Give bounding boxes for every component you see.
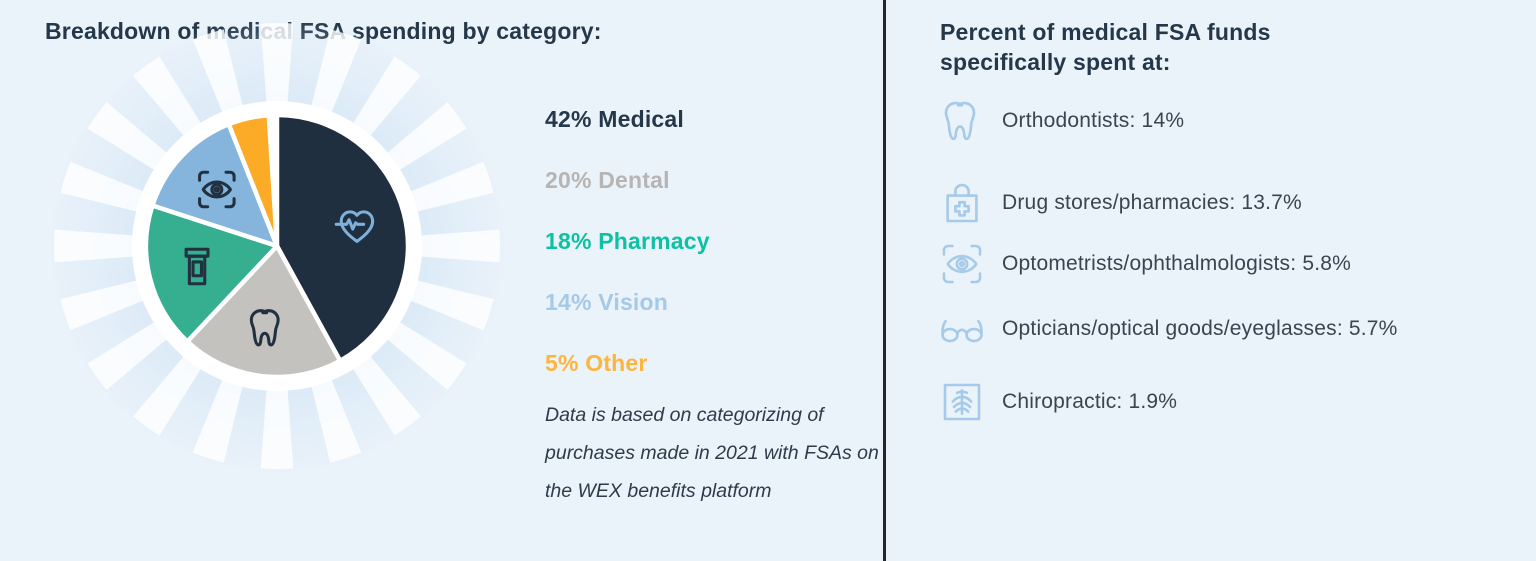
eye-scan-icon: [938, 240, 986, 288]
spent-row-label: Optometrists/ophthalmologists: 5.8%: [1002, 252, 1351, 275]
legend-item-other: 5% Other: [545, 350, 648, 376]
spent-row-label: Opticians/optical goods/eyeglasses: 5.7%: [1002, 317, 1398, 340]
right-title-line1: Percent of medical FSA funds: [940, 19, 1271, 45]
spent-row: Orthodontists: 14%: [938, 97, 1184, 145]
spent-row-label: Orthodontists: 14%: [1002, 109, 1185, 132]
spent-row: Opticians/optical goods/eyeglasses: 5.7%: [938, 305, 1398, 353]
spent-row: Drug stores/pharmacies: 13.7%: [938, 179, 1302, 227]
data-source-note: Data is based on categorizing of purchas…: [545, 404, 879, 502]
spent-row: Chiropractic: 1.9%: [938, 378, 1177, 426]
pie-legend: 42% Medical 20% Dental 18% Pharmacy 14% Vis…: [545, 106, 710, 411]
tooth-icon: [938, 97, 986, 145]
pie-slice-medical: [274, 112, 411, 364]
spent-row-label: Chiropractic: 1.9%: [1002, 390, 1178, 413]
pie-slice-other: [226, 113, 280, 249]
spent-row-label: Drug stores/pharmacies: 13.7%: [1002, 191, 1302, 214]
legend-item-vision: 14% Vision: [545, 289, 669, 315]
legend-item-medical: 42% Medical: [545, 106, 684, 132]
right-section-title: Percent of medical FSA funds specificall…: [940, 17, 1370, 77]
section-divider: [883, 0, 886, 561]
legend-item-dental: 20% Dental: [545, 167, 670, 193]
pie-chart: [47, 16, 507, 476]
glasses-icon: [938, 305, 986, 353]
medical-bag-icon: [938, 179, 986, 227]
right-title-line2: specifically spent at:: [940, 49, 1171, 75]
spent-row: Optometrists/ophthalmologists: 5.8%: [938, 240, 1351, 288]
pie-slice-pharmacy: [143, 203, 280, 344]
pie-chart-area: [47, 16, 507, 476]
legend-item-pharmacy: 18% Pharmacy: [545, 228, 710, 254]
spine-icon: [938, 378, 986, 426]
